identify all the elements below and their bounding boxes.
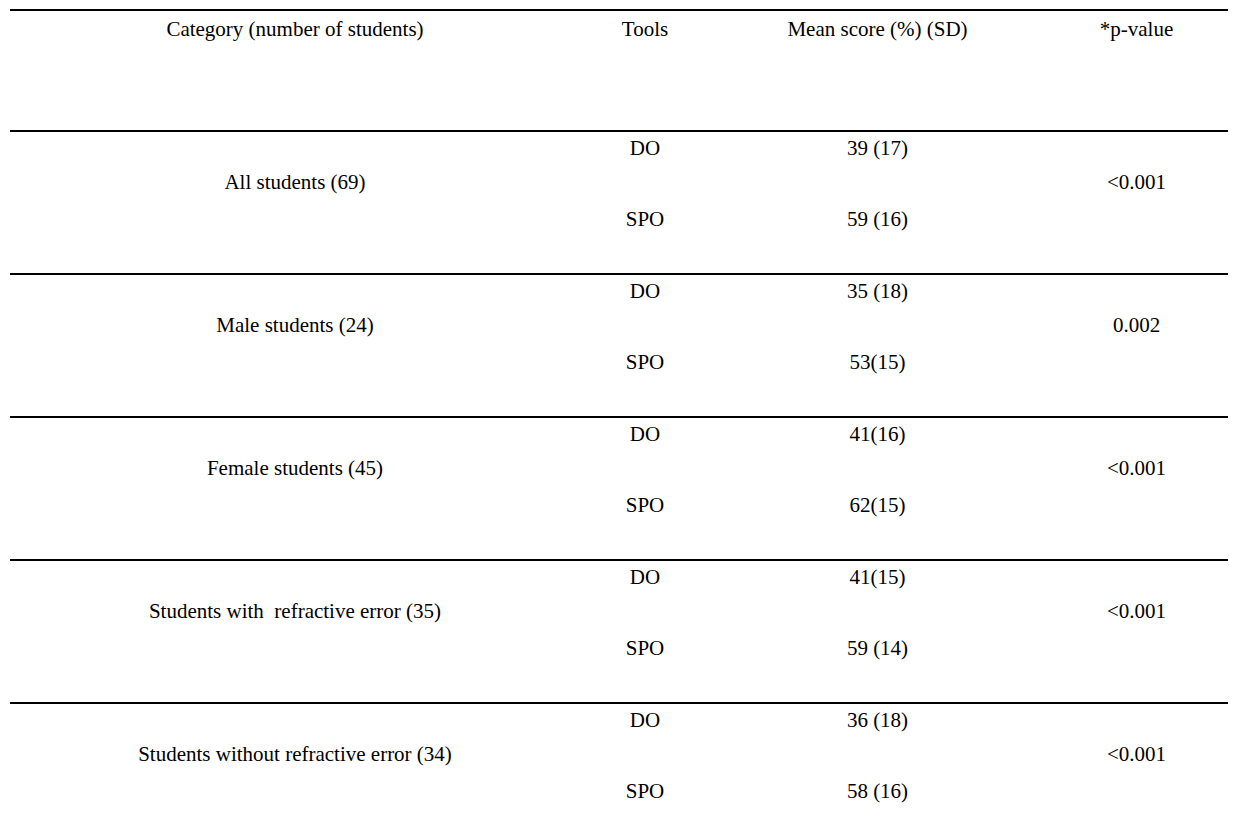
mean-score-cell: 35 (18) xyxy=(710,274,1045,345)
results-table: Category (number of students) Tools Mean… xyxy=(10,9,1228,840)
table-row: Students with refractive error (35) DO 4… xyxy=(10,560,1228,631)
tool-cell: SPO xyxy=(580,631,710,703)
p-value-cell: 0.002 xyxy=(1045,274,1228,417)
mean-score-cell: 36 (18) xyxy=(710,703,1045,774)
mean-score-cell: 41(15) xyxy=(710,560,1045,631)
table-row: Students without refractive error (34) D… xyxy=(10,703,1228,774)
group-female-students: Female students (45) DO 41(16) <0.001 SP… xyxy=(10,417,1228,560)
tool-cell: DO xyxy=(580,417,710,488)
column-header-tools: Tools xyxy=(580,10,710,131)
table-header: Category (number of students) Tools Mean… xyxy=(10,10,1228,131)
mean-score-cell: 39 (17) xyxy=(710,131,1045,202)
header-row: Category (number of students) Tools Mean… xyxy=(10,10,1228,131)
tool-cell: SPO xyxy=(580,774,710,840)
tool-cell: SPO xyxy=(580,202,710,274)
category-cell: Students without refractive error (34) xyxy=(10,703,580,840)
category-cell: Female students (45) xyxy=(10,417,580,560)
tool-cell: SPO xyxy=(580,488,710,560)
mean-score-cell: 58 (16) xyxy=(710,774,1045,840)
group-male-students: Male students (24) DO 35 (18) 0.002 SPO … xyxy=(10,274,1228,417)
category-cell: Male students (24) xyxy=(10,274,580,417)
tool-cell: DO xyxy=(580,703,710,774)
group-all-students: All students (69) DO 39 (17) <0.001 SPO … xyxy=(10,131,1228,274)
group-students-without-refractive-error: Students without refractive error (34) D… xyxy=(10,703,1228,840)
p-value-cell: <0.001 xyxy=(1045,417,1228,560)
mean-score-cell: 53(15) xyxy=(710,345,1045,417)
category-cell: All students (69) xyxy=(10,131,580,274)
group-students-with-refractive-error: Students with refractive error (35) DO 4… xyxy=(10,560,1228,703)
column-header-mean-score: Mean score (%) (SD) xyxy=(710,10,1045,131)
tool-cell: DO xyxy=(580,131,710,202)
column-header-category: Category (number of students) xyxy=(10,10,580,131)
table-row: All students (69) DO 39 (17) <0.001 xyxy=(10,131,1228,202)
table-row: Male students (24) DO 35 (18) 0.002 xyxy=(10,274,1228,345)
p-value-cell: <0.001 xyxy=(1045,560,1228,703)
column-header-p-value: *p-value xyxy=(1045,10,1228,131)
mean-score-cell: 59 (16) xyxy=(710,202,1045,274)
table-row: Female students (45) DO 41(16) <0.001 xyxy=(10,417,1228,488)
p-value-cell: <0.001 xyxy=(1045,703,1228,840)
mean-score-cell: 62(15) xyxy=(710,488,1045,560)
tool-cell: DO xyxy=(580,274,710,345)
p-value-cell: <0.001 xyxy=(1045,131,1228,274)
category-cell: Students with refractive error (35) xyxy=(10,560,580,703)
tool-cell: DO xyxy=(580,560,710,631)
mean-score-cell: 59 (14) xyxy=(710,631,1045,703)
tool-cell: SPO xyxy=(580,345,710,417)
mean-score-cell: 41(16) xyxy=(710,417,1045,488)
